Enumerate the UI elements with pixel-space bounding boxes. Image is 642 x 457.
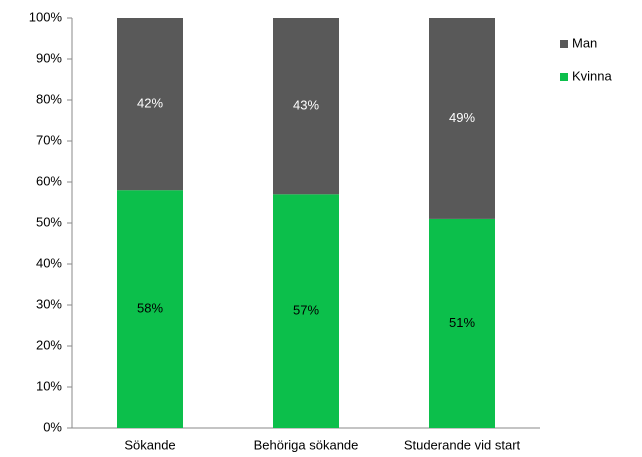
y-tick-label: 0%: [43, 419, 62, 434]
bar-segment: [429, 18, 495, 219]
data-label: 43%: [293, 98, 319, 113]
data-label: 58%: [137, 301, 163, 316]
y-tick-label: 100%: [29, 9, 63, 24]
bar-segment: [273, 18, 339, 195]
legend-swatch: [560, 73, 568, 81]
legend-label: Kvinna: [572, 68, 613, 83]
x-tick-label: Sökande: [124, 437, 175, 452]
legend-label: Man: [572, 35, 597, 50]
x-tick-label: Behöriga sökande: [254, 437, 359, 452]
data-label: 49%: [449, 110, 475, 125]
data-label: 57%: [293, 303, 319, 318]
y-tick-label: 30%: [36, 296, 62, 311]
legend-swatch: [560, 40, 568, 48]
y-tick-label: 60%: [36, 173, 62, 188]
y-tick-label: 40%: [36, 255, 62, 270]
bar-segment: [273, 194, 339, 428]
y-tick-label: 20%: [36, 337, 62, 352]
y-tick-label: 10%: [36, 378, 62, 393]
bar-segment: [117, 190, 183, 428]
bar-segment: [429, 218, 495, 428]
data-label: 51%: [449, 315, 475, 330]
y-tick-label: 50%: [36, 214, 62, 229]
y-tick-label: 90%: [36, 50, 62, 65]
x-tick-label: Studerande vid start: [404, 437, 521, 452]
y-tick-label: 70%: [36, 132, 62, 147]
data-label: 42%: [137, 96, 163, 111]
y-tick-label: 80%: [36, 91, 62, 106]
bar-segment: [117, 18, 183, 191]
